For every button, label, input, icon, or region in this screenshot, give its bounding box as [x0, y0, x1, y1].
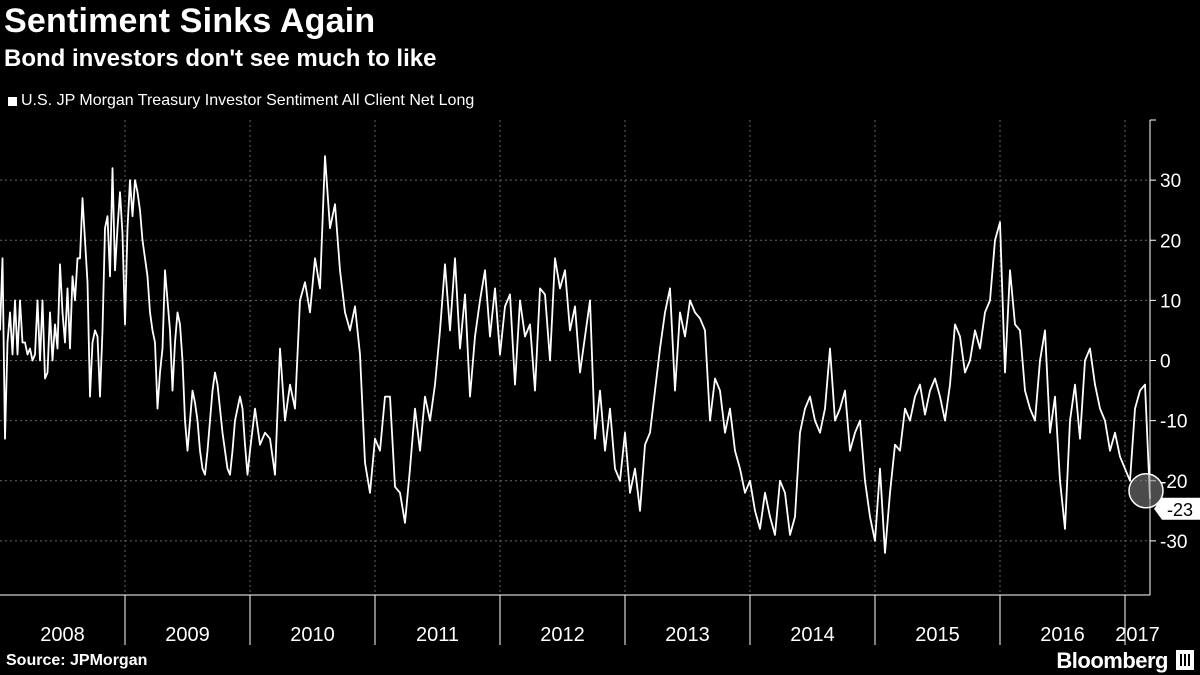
x-tick-label: 2011: [416, 624, 459, 646]
last-point-highlight: [1128, 473, 1164, 509]
x-tick-label: 2012: [540, 624, 585, 646]
y-tick-label: -30: [1160, 532, 1187, 553]
y-tick-label: 20: [1160, 231, 1181, 252]
last-value-label: -23: [1167, 500, 1193, 520]
x-tick-label: 2013: [665, 624, 710, 646]
source-note: Source: JPMorgan: [6, 652, 148, 669]
x-tick-label: 2008: [40, 624, 85, 646]
x-tick-label: 2016: [1040, 624, 1085, 646]
legend-label: U.S. JP Morgan Treasury Investor Sentime…: [21, 92, 475, 109]
x-tick-label: 2015: [915, 624, 960, 646]
last-value-callout: [1154, 497, 1200, 520]
x-tick-label: 2014: [790, 624, 835, 646]
y-tick-label: -10: [1160, 412, 1187, 433]
brand-logo-text: Bloomberg: [1056, 648, 1168, 673]
chart-subtitle: Bond investors don't see much to like: [4, 45, 437, 72]
x-tick-label: 2010: [290, 624, 335, 646]
y-tick-label: 30: [1160, 171, 1181, 192]
y-tick-label: 0: [1160, 352, 1171, 373]
x-tick-label: 2009: [165, 624, 210, 646]
y-tick-label: 10: [1160, 291, 1181, 312]
legend: U.S. JP Morgan Treasury Investor Sentime…: [8, 92, 474, 110]
bloomberg-terminal-icon: [1176, 650, 1194, 670]
legend-swatch: [8, 96, 17, 106]
series-line: [0, 155, 1151, 554]
x-tick-label: 2017: [1115, 624, 1160, 646]
y-tick-label: -20: [1160, 472, 1187, 493]
chart-title: Sentiment Sinks Again: [4, 2, 376, 40]
